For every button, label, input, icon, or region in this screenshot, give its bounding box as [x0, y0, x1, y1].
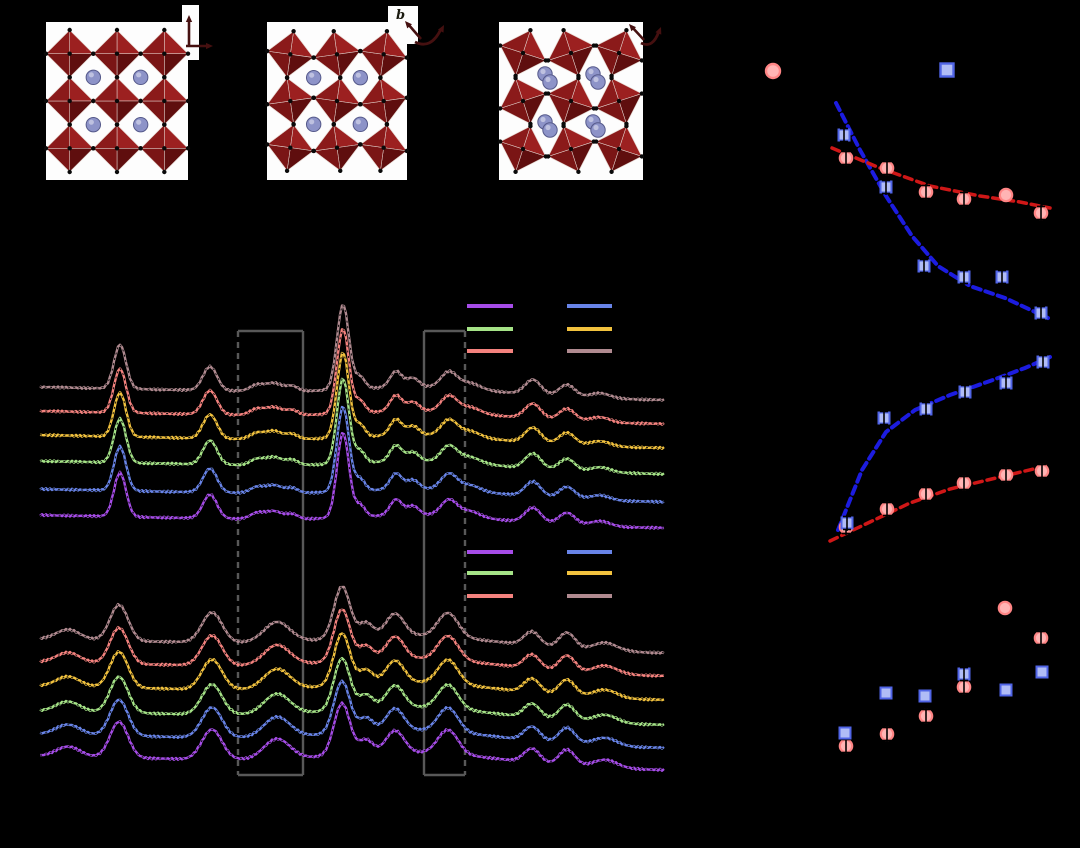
scatter-panel-bottom [820, 560, 1060, 760]
structure-panel-b [267, 22, 407, 180]
structure-panel-a [46, 22, 188, 180]
structure-panel-c [499, 22, 643, 180]
scatter-panel-middle [820, 330, 1060, 560]
scatter-panel-top [820, 60, 1060, 330]
axis-b-label: b [396, 8, 406, 23]
xrd-highlight-box-1 [238, 331, 303, 775]
xrd-plot [40, 290, 665, 780]
xrd-highlight-box-2 [424, 331, 465, 775]
